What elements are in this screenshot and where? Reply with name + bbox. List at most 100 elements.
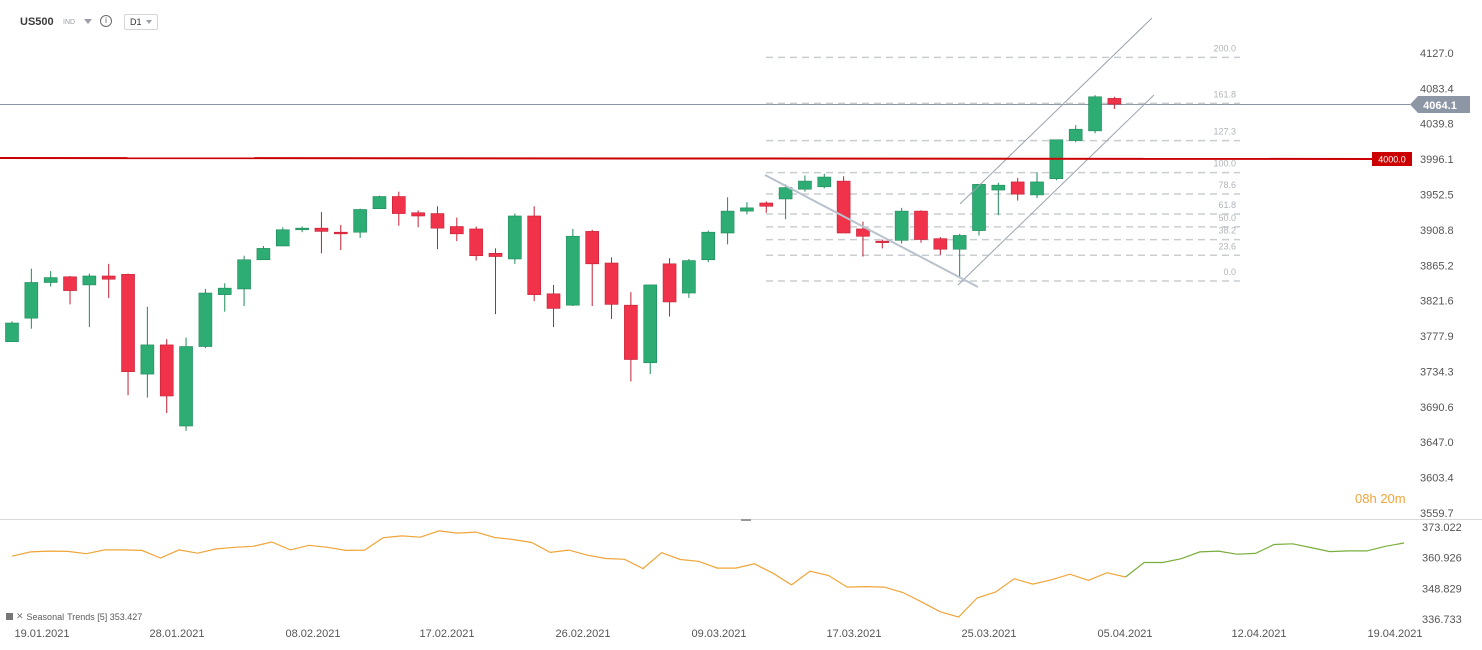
candle[interactable] (82, 273, 97, 328)
candle[interactable] (450, 217, 464, 242)
candle[interactable] (372, 195, 387, 209)
candle[interactable] (836, 176, 851, 234)
candle[interactable] (952, 233, 967, 279)
candle[interactable] (566, 228, 580, 306)
price-tick-label: 3996.1 (1420, 154, 1454, 166)
candle[interactable] (720, 197, 735, 245)
resistance-line[interactable] (0, 157, 1373, 160)
candle[interactable] (875, 239, 890, 249)
candle-body (720, 210, 735, 234)
date-tick-label: 19.04.2021 (1367, 628, 1422, 640)
candle-body (662, 263, 677, 303)
candle[interactable] (5, 321, 19, 342)
candle[interactable] (643, 284, 658, 375)
candle[interactable] (740, 202, 754, 215)
candle[interactable] (972, 184, 986, 236)
chevron-down-icon[interactable] (84, 19, 92, 24)
candle[interactable] (43, 271, 58, 287)
candle[interactable] (933, 237, 948, 255)
candle[interactable] (295, 226, 309, 233)
date-axis[interactable]: 19.01.2021 28.01.2021 08.02.2021 17.02.2021… (14, 628, 1422, 640)
candle[interactable] (353, 208, 367, 238)
seasonal-tick-label: 336.733 (1422, 614, 1462, 626)
candle[interactable] (527, 206, 541, 302)
candle[interactable] (411, 210, 425, 228)
candle[interactable] (508, 213, 522, 264)
seasonal-panel[interactable] (11, 530, 1405, 618)
fib-level-label: 127.3 (1213, 127, 1236, 137)
candle[interactable] (217, 283, 232, 312)
candle-body (43, 277, 58, 283)
date-tick-label: 12.04.2021 (1231, 628, 1286, 640)
candle[interactable] (63, 275, 77, 305)
resistance-label-box (1372, 152, 1412, 166)
candle[interactable] (101, 263, 116, 298)
candle[interactable] (140, 306, 155, 398)
timeframe-select[interactable]: D1 (124, 14, 158, 30)
candle[interactable] (1068, 125, 1083, 143)
candle[interactable] (121, 273, 135, 396)
channel-upper-line[interactable] (959, 17, 1153, 205)
price-tick-label: 3952.5 (1420, 189, 1454, 201)
candle[interactable] (991, 182, 1006, 216)
close-icon[interactable]: ✕ (16, 611, 24, 621)
candle[interactable] (682, 258, 696, 298)
down-channel-line[interactable] (764, 174, 979, 288)
candle[interactable] (585, 229, 600, 306)
candle[interactable] (314, 211, 329, 254)
candle-body (179, 346, 193, 427)
candle[interactable] (469, 226, 483, 261)
candle[interactable] (333, 224, 348, 251)
seasonal-line-forecast[interactable] (1125, 542, 1405, 578)
info-icon[interactable]: i (100, 15, 112, 27)
candle[interactable] (817, 173, 832, 189)
candle[interactable] (1030, 172, 1044, 199)
price-axis[interactable]: 4127.0 4083.4 4039.8 3996.1 3952.5 3908.8 3865… (1420, 48, 1454, 520)
candle[interactable] (488, 248, 503, 315)
candle[interactable] (159, 339, 174, 414)
candle[interactable] (1107, 96, 1122, 109)
candle[interactable] (759, 201, 774, 213)
candle-body (1010, 181, 1025, 195)
candle-body (894, 210, 909, 241)
trend-channels[interactable] (764, 17, 1155, 288)
candle[interactable] (256, 245, 271, 261)
candle[interactable] (546, 284, 561, 328)
date-tick-label: 17.03.2021 (826, 628, 881, 640)
candle[interactable] (237, 255, 251, 306)
indicator-legend[interactable]: ✕ Seasonal Trends [5] 353.427 (6, 611, 142, 622)
candle[interactable] (624, 292, 638, 382)
candle[interactable] (894, 207, 909, 244)
candle[interactable] (914, 210, 928, 243)
candle[interactable] (275, 227, 290, 247)
price-tick-label: 4039.8 (1420, 119, 1454, 131)
candle[interactable] (1010, 177, 1025, 201)
candle[interactable] (198, 288, 213, 349)
fib-level-label: 50.0 (1218, 213, 1236, 223)
date-tick-label: 17.02.2021 (419, 628, 474, 640)
seasonal-line-history[interactable] (11, 530, 1126, 618)
candle-body (682, 260, 696, 294)
candle[interactable] (604, 257, 619, 319)
candles[interactable] (5, 95, 1122, 431)
indicator-settings-icon[interactable] (6, 613, 13, 620)
candle-body (411, 212, 425, 217)
fib-level-label: 200.0 (1213, 43, 1236, 53)
candle[interactable] (701, 230, 716, 263)
candle[interactable] (1049, 139, 1064, 181)
candle[interactable] (24, 268, 39, 329)
symbol-label[interactable]: US500 (20, 16, 54, 28)
price-tick-label: 3908.8 (1420, 225, 1454, 237)
candle[interactable] (662, 258, 677, 317)
candle-body (237, 259, 251, 290)
candle[interactable] (778, 184, 793, 220)
candle[interactable] (430, 206, 445, 250)
candle-body (624, 304, 638, 360)
candle[interactable] (391, 191, 406, 226)
candle[interactable] (179, 337, 193, 431)
channel-lower-line[interactable] (957, 94, 1155, 286)
candle[interactable] (1088, 95, 1102, 134)
candle[interactable] (798, 175, 812, 192)
price-tick-label: 4127.0 (1420, 48, 1454, 60)
